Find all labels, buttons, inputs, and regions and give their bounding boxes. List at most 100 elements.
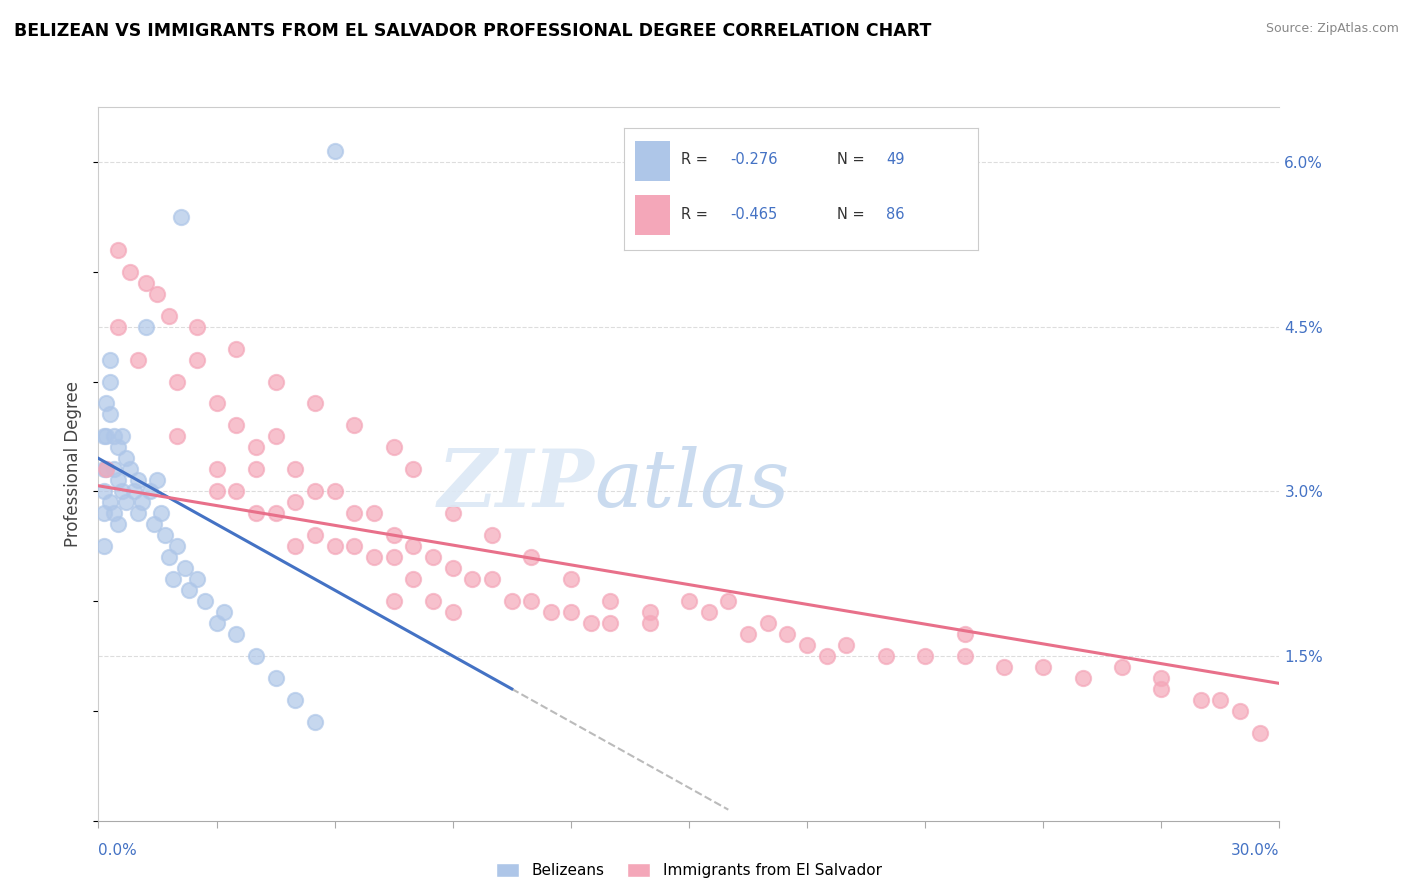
Point xyxy=(1032,660,1054,674)
Point xyxy=(461,572,484,586)
Point xyxy=(122,484,145,499)
Point xyxy=(138,484,160,499)
Point xyxy=(363,506,385,520)
Point xyxy=(441,506,464,520)
Point xyxy=(382,550,405,565)
Y-axis label: Professional Degree: Professional Degree xyxy=(65,381,83,547)
Point xyxy=(815,648,838,663)
Point xyxy=(875,648,897,663)
Point xyxy=(323,144,346,158)
Text: 49: 49 xyxy=(886,153,904,168)
Point xyxy=(146,286,169,301)
Point xyxy=(205,615,228,630)
Point xyxy=(96,429,118,443)
Text: 86: 86 xyxy=(886,207,904,222)
Point xyxy=(170,210,193,224)
Point xyxy=(127,473,149,487)
Point xyxy=(638,605,661,619)
Point xyxy=(93,429,115,443)
Point xyxy=(579,615,602,630)
Point xyxy=(166,429,188,443)
Point xyxy=(93,462,115,476)
Text: N =: N = xyxy=(837,153,869,168)
Point xyxy=(225,342,247,356)
Point xyxy=(323,539,346,553)
Point xyxy=(107,517,129,532)
Point xyxy=(1249,726,1271,740)
Point xyxy=(756,615,779,630)
Point xyxy=(127,352,149,367)
Point xyxy=(111,429,134,443)
Point xyxy=(382,594,405,608)
Point xyxy=(205,396,228,410)
Point xyxy=(98,375,121,389)
Point xyxy=(953,648,976,663)
Point xyxy=(115,495,138,509)
Point xyxy=(284,495,307,509)
Point xyxy=(599,615,621,630)
Point xyxy=(1209,693,1232,707)
Point xyxy=(177,583,200,598)
Text: Source: ZipAtlas.com: Source: ZipAtlas.com xyxy=(1265,22,1399,36)
Text: 30.0%: 30.0% xyxy=(1232,843,1279,858)
Point xyxy=(304,396,326,410)
Bar xyxy=(634,141,671,180)
Point xyxy=(225,418,247,433)
Point xyxy=(214,605,236,619)
Point xyxy=(225,627,247,641)
Text: N =: N = xyxy=(837,207,869,222)
Point xyxy=(127,506,149,520)
Point xyxy=(284,539,307,553)
Point xyxy=(264,671,287,685)
Point xyxy=(520,594,543,608)
Point xyxy=(115,451,138,466)
Point xyxy=(560,605,582,619)
Point xyxy=(540,605,562,619)
Point xyxy=(135,319,157,334)
Point xyxy=(638,615,661,630)
Point xyxy=(304,484,326,499)
Point xyxy=(107,319,129,334)
Point xyxy=(93,506,115,520)
Point xyxy=(776,627,799,641)
Point xyxy=(441,605,464,619)
Point xyxy=(1189,693,1212,707)
Point xyxy=(107,243,129,257)
Point xyxy=(520,550,543,565)
Point xyxy=(304,528,326,542)
Point xyxy=(382,441,405,455)
Point xyxy=(245,462,267,476)
Point xyxy=(155,528,177,542)
Point xyxy=(264,506,287,520)
Point xyxy=(157,550,180,565)
Point xyxy=(166,375,188,389)
Text: atlas: atlas xyxy=(595,447,790,524)
Point xyxy=(166,539,188,553)
Bar xyxy=(634,195,671,235)
Point xyxy=(131,495,153,509)
Text: ZIP: ZIP xyxy=(437,447,595,524)
Point xyxy=(284,462,307,476)
Point xyxy=(382,528,405,542)
Point xyxy=(501,594,523,608)
Point xyxy=(264,429,287,443)
Point xyxy=(560,572,582,586)
Point xyxy=(205,462,228,476)
Point xyxy=(118,462,141,476)
Point xyxy=(194,594,217,608)
Point xyxy=(284,693,307,707)
Point xyxy=(98,495,121,509)
Point xyxy=(107,473,129,487)
Text: BELIZEAN VS IMMIGRANTS FROM EL SALVADOR PROFESSIONAL DEGREE CORRELATION CHART: BELIZEAN VS IMMIGRANTS FROM EL SALVADOR … xyxy=(14,22,931,40)
Point xyxy=(343,418,366,433)
Point xyxy=(135,276,157,290)
Point xyxy=(93,539,115,553)
Point xyxy=(697,605,720,619)
Point xyxy=(737,627,759,641)
Point xyxy=(103,506,125,520)
Point xyxy=(1111,660,1133,674)
Point xyxy=(103,429,125,443)
Point xyxy=(225,484,247,499)
Point xyxy=(1071,671,1094,685)
Point xyxy=(343,506,366,520)
